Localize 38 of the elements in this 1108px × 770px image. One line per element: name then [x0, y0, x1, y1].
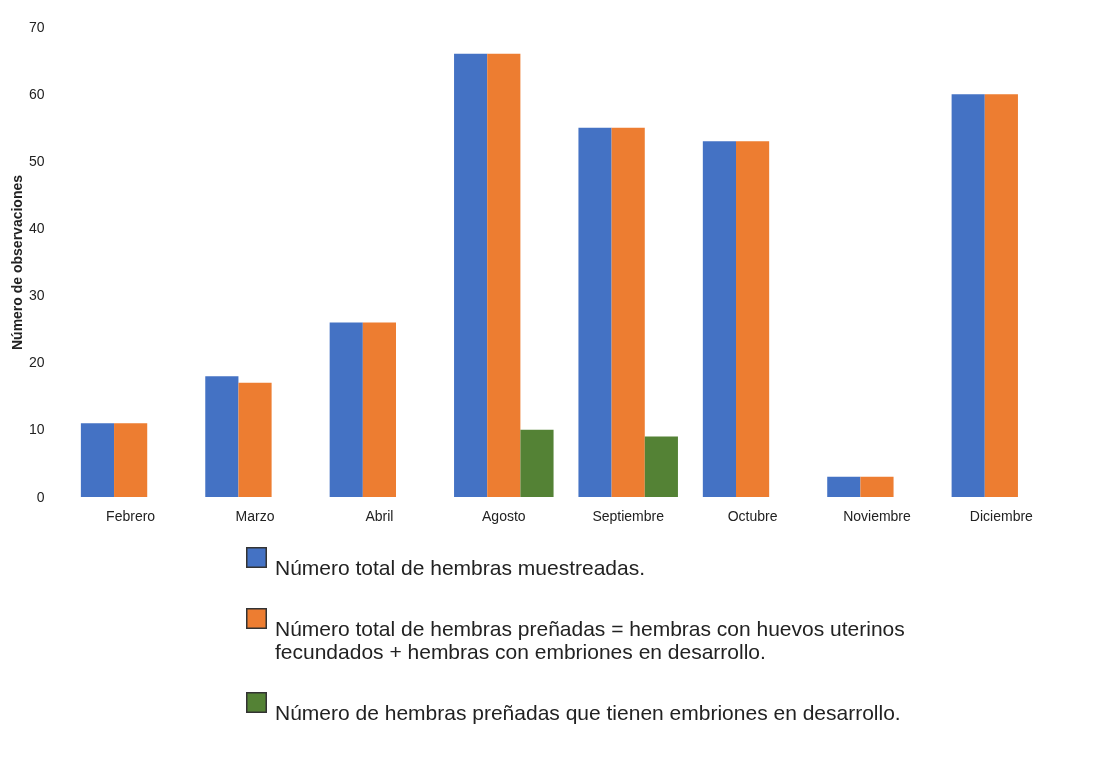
y-tick-label: 10 [28, 421, 45, 438]
bar [860, 476, 894, 497]
x-tick-label: Marzo [235, 507, 275, 524]
y-tick-label: 30 [28, 287, 45, 304]
y-tick-label: 40 [28, 219, 45, 236]
x-tick-label: Noviembre [843, 507, 912, 524]
bar [578, 127, 612, 497]
y-tick-label: 60 [28, 85, 45, 102]
bar [644, 436, 678, 497]
bar [984, 94, 1018, 497]
bar [487, 53, 521, 497]
y-tick-label: 20 [28, 354, 45, 371]
y-tick-label: 70 [28, 18, 45, 35]
x-tick-label: Diciembre [969, 507, 1034, 524]
bar [205, 376, 239, 497]
bar [238, 382, 272, 497]
y-tick-label: 0 [36, 488, 45, 505]
bar [520, 429, 554, 497]
x-tick-label: Septiembre [592, 507, 665, 524]
legend-label: Número de hembras preñadas que tienen embriones en desarrollo. [275, 700, 901, 724]
y-tick-label: 50 [28, 152, 45, 169]
bar [827, 476, 861, 497]
bar [329, 322, 363, 497]
y-axis-title: Número de observaciones [8, 174, 25, 351]
bar [951, 94, 985, 497]
legend-label: Número total de hembras muestreadas. [275, 555, 646, 579]
bar [80, 423, 115, 497]
x-tick-label: Febrero [106, 507, 156, 524]
bar [454, 53, 488, 497]
x-tick-label: Agosto [482, 507, 526, 524]
bar [702, 141, 736, 497]
x-tick-label: Octubre [727, 507, 778, 524]
legend-label: Número total de hembras preñadas = hembras con huevos uterinos fecundados + hembras con embriones en desarrollo. [275, 616, 905, 663]
bar [362, 322, 396, 497]
bar [736, 141, 770, 497]
bar [611, 127, 645, 497]
bar [114, 423, 148, 497]
x-tick-label: Abril [365, 507, 394, 524]
